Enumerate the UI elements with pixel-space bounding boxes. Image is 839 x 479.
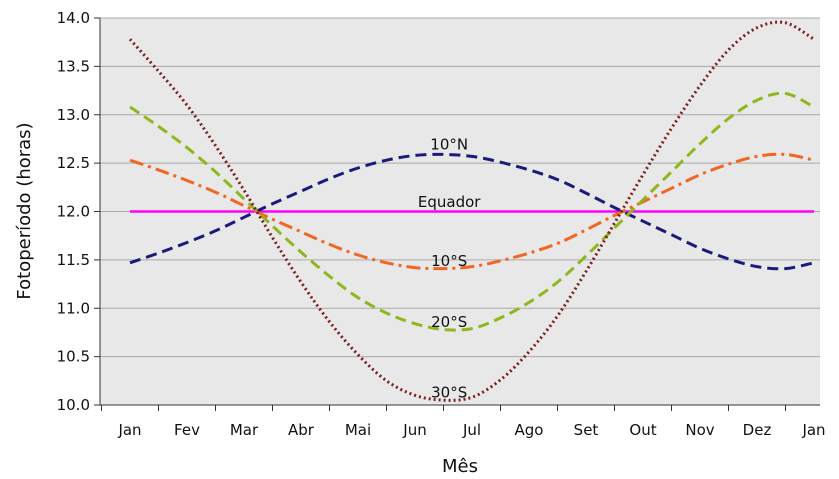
y-axis-title: Fotoperíodo (horas) bbox=[14, 122, 35, 299]
y-tick-label: 13.5 bbox=[57, 57, 90, 75]
series-layer bbox=[128, 20, 815, 402]
series-line-20s bbox=[129, 91, 815, 332]
y-tick-label: 10.0 bbox=[57, 396, 90, 414]
x-tick-label: Out bbox=[629, 421, 656, 439]
series-label: 10°N bbox=[430, 136, 468, 154]
y-tick-label: 12.5 bbox=[57, 154, 90, 172]
y-tick-label: 10.5 bbox=[57, 348, 90, 366]
x-tick-label: Jan bbox=[801, 421, 825, 439]
y-tick-label: 11.0 bbox=[57, 299, 90, 317]
x-tick-label: Fev bbox=[174, 421, 200, 439]
series-label: 20°S bbox=[431, 313, 467, 331]
x-tick-label: Set bbox=[574, 421, 599, 439]
x-tick-label: Jun bbox=[402, 421, 426, 439]
x-tick-label: Mar bbox=[230, 421, 259, 439]
y-tick-label: 12.0 bbox=[57, 203, 90, 221]
x-tick-label: Ago bbox=[515, 421, 544, 439]
x-tick-label: Mai bbox=[345, 421, 371, 439]
series-labels: 10°N Equador 10°S 20°S 30°S bbox=[418, 136, 481, 402]
x-tick-label: Nov bbox=[685, 421, 714, 439]
x-tick-label: Jan bbox=[117, 421, 141, 439]
y-tick-label: 14.0 bbox=[57, 9, 90, 27]
series-line-10s bbox=[129, 152, 815, 271]
x-axis-title: Mês bbox=[442, 456, 478, 477]
series-label: 10°S bbox=[431, 252, 467, 270]
series-line-10n bbox=[129, 152, 815, 271]
x-tick-label: Jul bbox=[462, 421, 481, 439]
series-label: 30°S bbox=[431, 383, 467, 401]
series-label: Equador bbox=[418, 193, 481, 211]
axes: 10.0 10.5 11.0 11.5 12.0 12.5 13.0 13.5 14.0 Jan F… bbox=[57, 9, 826, 439]
x-tick-label: Dez bbox=[743, 421, 772, 439]
x-tick-label: Abr bbox=[288, 421, 315, 439]
y-tick-label: 13.0 bbox=[57, 106, 90, 124]
y-tick-label: 11.5 bbox=[57, 251, 90, 269]
